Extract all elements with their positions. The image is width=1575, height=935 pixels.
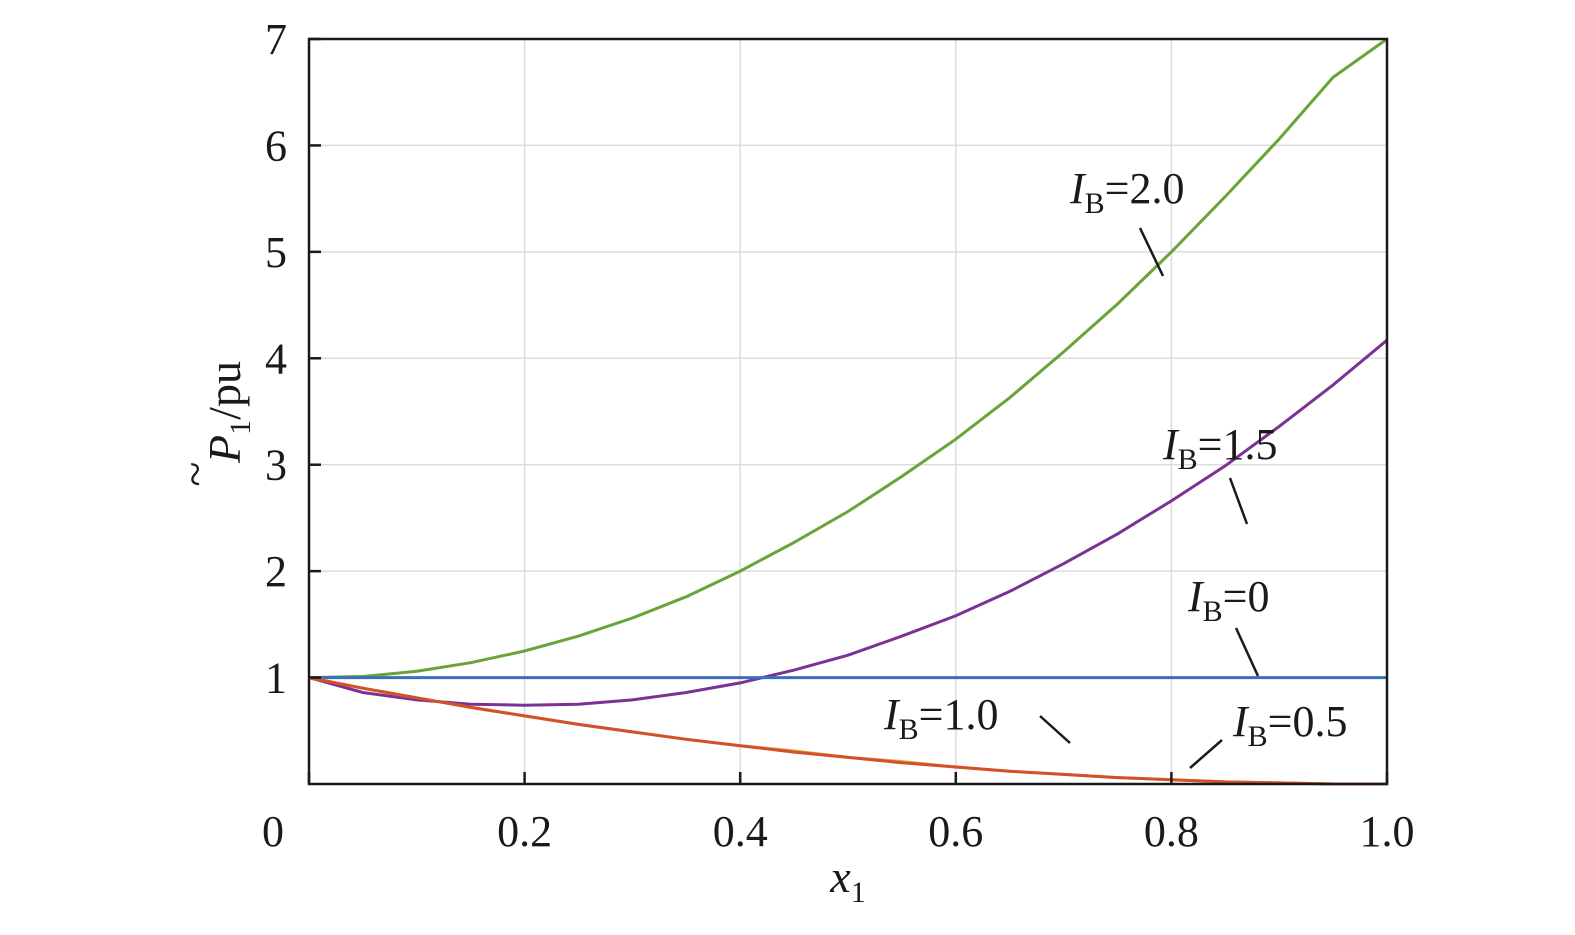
axis-ticks [307, 37, 1389, 784]
y-axis-label: P1/pu ~ [169, 361, 257, 486]
plot-frame [307, 37, 1389, 786]
y-tick-label: 1 [265, 654, 287, 703]
series-annotation-label: IB=0.5 [1232, 697, 1348, 753]
series-annotations: IB=2.0 IB=1.5 IB=0 IB=1.0 IB=0.5 [883, 164, 1348, 769]
y-tick-label: 3 [265, 441, 287, 490]
y-tick-label: 2 [265, 547, 287, 596]
x-tick-label: 0.2 [497, 807, 552, 856]
y-tick-label: 5 [265, 228, 287, 277]
x-tick-label: 1.0 [1360, 807, 1415, 856]
annotation-leader [1228, 477, 1249, 525]
annotation-leader [1234, 627, 1260, 677]
series-annotation-label: IB=0 [1187, 572, 1270, 628]
x-axis-label: x1 [829, 851, 865, 909]
grid [309, 39, 1387, 784]
series-annotation-label: IB=1.0 [883, 690, 999, 746]
x-tick-label: 0 [262, 807, 284, 856]
series-line-3 [308, 676, 1387, 786]
y-axis-label-accent: ~ [169, 462, 220, 487]
x-tick-label: 0.8 [1144, 807, 1199, 856]
series-line-0 [308, 37, 1388, 680]
annotation-leader [1189, 739, 1223, 769]
series-lines [308, 37, 1388, 786]
y-tick-label: 4 [265, 334, 287, 383]
tick-labels: 0 0.2 0.4 0.6 0.8 1.0 1 2 3 4 5 6 7 [262, 15, 1415, 856]
svg-text:P1/pu: P1/pu [199, 361, 257, 464]
annotation-leader [1039, 715, 1071, 744]
series-line-4 [308, 676, 1387, 786]
x-tick-label: 0.6 [928, 807, 983, 856]
annotation-leader [1138, 227, 1165, 277]
x-tick-label: 0.4 [713, 807, 768, 856]
series-annotation-label: IB=1.5 [1162, 420, 1278, 476]
y-tick-label: 6 [265, 121, 287, 170]
series-annotation-label: IB=2.0 [1069, 164, 1185, 220]
y-tick-label: 7 [265, 15, 287, 64]
series-line-1 [308, 339, 1388, 707]
